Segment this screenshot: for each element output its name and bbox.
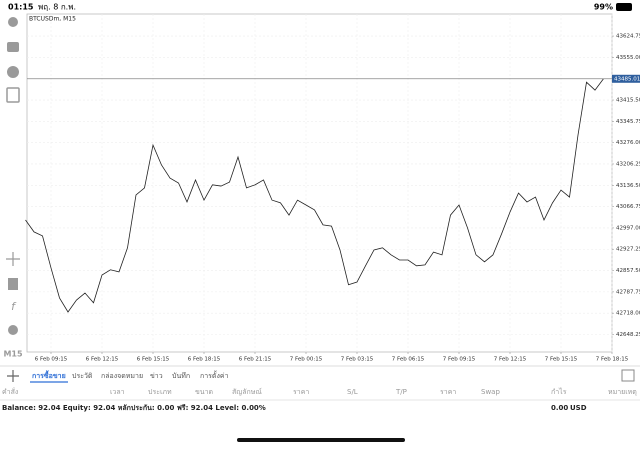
x-tick-label: 7 Feb 03:15 bbox=[341, 357, 374, 363]
column-header: ประเภท bbox=[148, 388, 172, 396]
column-header: คำสั่ง bbox=[2, 387, 18, 396]
x-tick-label: 6 Feb 21:15 bbox=[239, 357, 272, 363]
x-tick-label: 7 Feb 06:15 bbox=[392, 357, 425, 363]
objects-icon[interactable] bbox=[8, 325, 18, 335]
chat-icon[interactable] bbox=[7, 66, 19, 78]
trade-icon[interactable] bbox=[7, 42, 19, 52]
tab[interactable]: การตั้งค่า bbox=[200, 369, 229, 380]
account-summary: Balance: 92.04 Equity: 92.04 หลักประกัน:… bbox=[2, 404, 266, 412]
column-header: S/L bbox=[347, 388, 358, 396]
column-header: T/P bbox=[395, 388, 407, 396]
column-header: สัญลักษณ์ bbox=[232, 388, 262, 396]
total-profit: 0.00 bbox=[551, 404, 568, 412]
x-tick-label: 7 Feb 09:15 bbox=[443, 357, 476, 363]
indicator-icon[interactable]: f bbox=[11, 300, 17, 313]
account-icon[interactable] bbox=[8, 17, 18, 27]
x-tick-label: 6 Feb 09:15 bbox=[35, 357, 68, 363]
tabs: การซื้อขาย ประวัติ กล่องจดหมาย ข่าว บันทึก กา… bbox=[30, 369, 229, 382]
battery-icon bbox=[616, 3, 632, 11]
y-tick-label: 43276.00 bbox=[616, 140, 640, 146]
table-header: คำสั่ง เวลา ประเภท ขนาด สัญลักษณ์ ราคา S/L T/P ร… bbox=[2, 387, 637, 396]
tab[interactable]: บันทึก bbox=[172, 371, 190, 380]
column-header: Swap bbox=[481, 388, 500, 396]
new-order-icon[interactable] bbox=[7, 88, 19, 102]
x-tick-label: 6 Feb 18:15 bbox=[188, 357, 221, 363]
home-indicator bbox=[237, 438, 405, 442]
x-tick-label: 6 Feb 15:15 bbox=[137, 357, 170, 363]
currency: USD bbox=[570, 404, 587, 412]
timeframe[interactable]: M15 bbox=[3, 350, 23, 359]
column-header: หมายเหตุ bbox=[608, 388, 637, 396]
clock: 01:15 bbox=[8, 3, 34, 12]
y-tick-label: 43066.75 bbox=[616, 204, 640, 210]
y-tick-label: 43624.75 bbox=[616, 34, 640, 40]
y-tick-label: 43136.50 bbox=[616, 183, 640, 189]
x-tick-label: 7 Feb 18:15 bbox=[596, 357, 629, 363]
y-tick-label: 43345.75 bbox=[616, 119, 640, 125]
x-tick-label: 7 Feb 00:15 bbox=[290, 357, 323, 363]
y-tick-label: 42787.75 bbox=[616, 289, 640, 295]
y-tick-label: 42997.00 bbox=[616, 225, 640, 231]
add-icon[interactable] bbox=[7, 370, 19, 382]
y-tick-label: 43555.00 bbox=[616, 55, 640, 61]
current-price-label: 43485.01 bbox=[614, 76, 640, 82]
x-tick-label: 6 Feb 12:15 bbox=[86, 357, 119, 363]
left-toolbar: f bbox=[6, 17, 20, 335]
candles-icon[interactable] bbox=[8, 278, 18, 290]
y-tick-label: 43206.25 bbox=[616, 161, 640, 167]
x-tick-label: 7 Feb 15:15 bbox=[545, 357, 578, 363]
tab[interactable]: กล่องจดหมาย bbox=[101, 372, 143, 380]
column-header: ขนาด bbox=[195, 388, 213, 396]
expand-icon[interactable] bbox=[622, 370, 634, 381]
column-header: ราคา bbox=[440, 388, 456, 396]
y-tick-label: 42857.50 bbox=[616, 268, 640, 274]
column-header: กำไร bbox=[551, 387, 567, 396]
x-tick-label: 7 Feb 12:15 bbox=[494, 357, 527, 363]
y-tick-label: 42718.00 bbox=[616, 311, 640, 317]
tab[interactable]: ประวัติ bbox=[72, 372, 93, 380]
price-line bbox=[26, 79, 604, 312]
plot-frame bbox=[27, 14, 612, 352]
tab[interactable]: การซื้อขาย bbox=[32, 369, 66, 380]
y-tick-label: 42927.25 bbox=[616, 247, 640, 253]
chart: 43624.75 43555.00 43415.50 43345.75 43276.00… bbox=[26, 14, 640, 363]
date: พฤ. 8 ก.พ. bbox=[38, 3, 76, 12]
battery-level: 99% bbox=[594, 3, 613, 12]
column-header: ราคา bbox=[293, 388, 309, 396]
tab[interactable]: ข่าว bbox=[150, 372, 163, 380]
chart-title: BTCUSDm, M15 bbox=[29, 16, 76, 23]
y-tick-label: 43415.50 bbox=[616, 98, 640, 104]
y-tick-label: 42648.25 bbox=[616, 332, 640, 338]
crosshair-icon[interactable] bbox=[6, 252, 20, 266]
column-header: เวลา bbox=[110, 388, 125, 396]
